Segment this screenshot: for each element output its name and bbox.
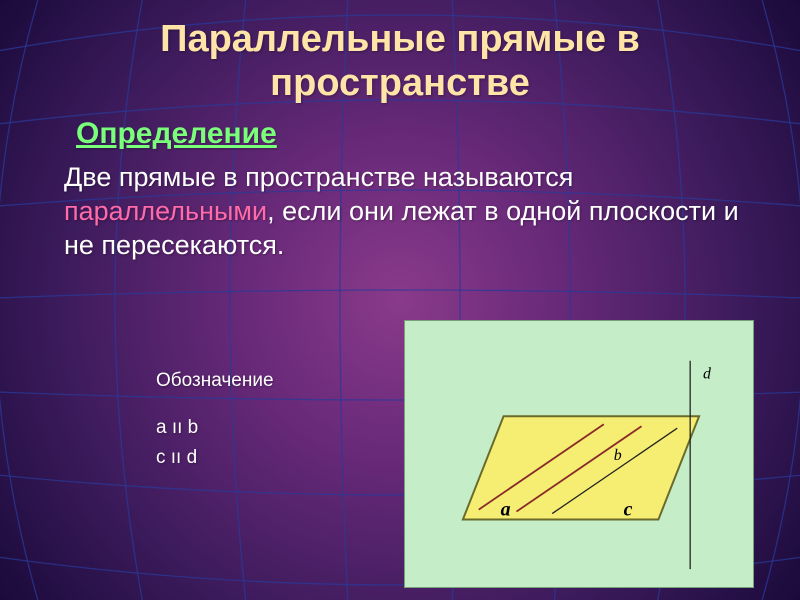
- label-c: c: [624, 499, 633, 521]
- definition-heading: Определение: [76, 117, 760, 151]
- label-d: d: [703, 366, 711, 383]
- slide-content: Параллельные прямые в пространстве Опред…: [0, 0, 800, 600]
- slide-title: Параллельные прямые в пространстве: [40, 18, 760, 105]
- notation-line-2: c ıı d: [156, 443, 274, 472]
- body-pre: Две прямые в пространстве называются: [64, 162, 573, 192]
- notation-block: Обозначение a ıı b c ıı d: [156, 366, 274, 472]
- label-a: a: [501, 499, 511, 521]
- notation-line-1: a ıı b: [156, 413, 274, 442]
- notation-header: Обозначение: [156, 366, 274, 395]
- body-highlight: параллельными: [64, 196, 267, 226]
- geometry-diagram: a b c d: [404, 320, 754, 588]
- label-b: b: [614, 447, 622, 464]
- definition-body: Две прямые в пространстве называются пар…: [64, 161, 740, 262]
- lower-row: Обозначение a ıı b c ıı d a b c d: [40, 362, 760, 472]
